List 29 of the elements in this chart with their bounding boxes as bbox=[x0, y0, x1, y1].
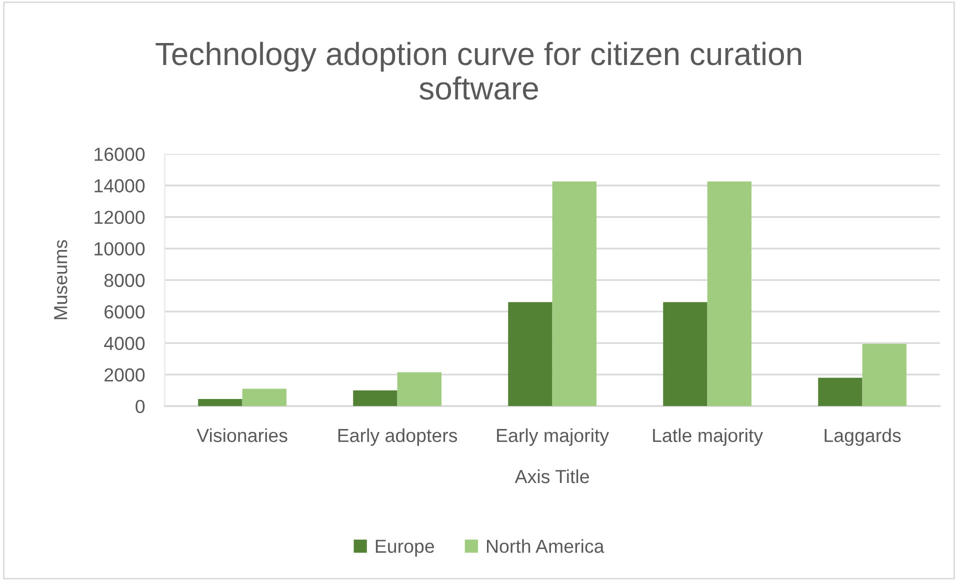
bar bbox=[818, 378, 862, 406]
bar bbox=[508, 302, 552, 406]
chart-title: Technology adoption curve for citizen curation software bbox=[156, 42, 802, 100]
bar bbox=[353, 390, 398, 406]
y-tick-label: 8000 bbox=[104, 274, 145, 288]
y-tick-label: 12000 bbox=[94, 210, 145, 224]
x-tick-label: Laggards bbox=[824, 428, 901, 446]
bar bbox=[862, 344, 906, 406]
y-tick-label: 2000 bbox=[104, 368, 145, 382]
y-tick-label: 16000 bbox=[94, 148, 145, 161]
bar bbox=[397, 372, 442, 406]
x-tick-label: Latle majority bbox=[653, 428, 764, 446]
y-tick-label: 10000 bbox=[94, 242, 145, 256]
y-axis-title: Museums bbox=[54, 240, 68, 320]
bar bbox=[707, 182, 752, 406]
y-tick-label: 4000 bbox=[104, 336, 145, 350]
x-tick-label: Early adopters bbox=[338, 428, 458, 446]
y-tick-label: 6000 bbox=[104, 305, 145, 319]
x-tick-label: Visionaries bbox=[196, 428, 288, 442]
x-axis-title: Axis Title bbox=[514, 469, 589, 484]
bar bbox=[552, 182, 596, 406]
y-tick-label: 14000 bbox=[94, 179, 145, 192]
legend-label: Europe bbox=[376, 540, 434, 557]
x-tick-label: Early majority bbox=[497, 428, 610, 446]
bar bbox=[198, 399, 242, 406]
legend-label: North America bbox=[487, 539, 604, 553]
y-tick-label: 0 bbox=[136, 400, 145, 414]
bar bbox=[242, 388, 286, 406]
bar bbox=[663, 302, 708, 406]
